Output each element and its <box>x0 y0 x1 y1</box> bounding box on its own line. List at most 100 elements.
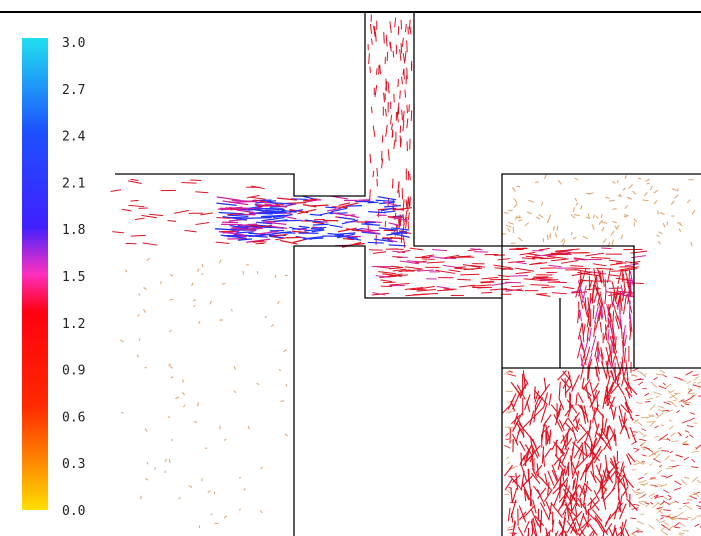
vector-glyph <box>679 379 687 383</box>
vector-glyph <box>599 293 604 308</box>
vector-glyph <box>222 200 249 206</box>
vector-glyph <box>603 469 613 483</box>
vector-glyph <box>580 355 585 366</box>
vector-glyph <box>584 337 589 353</box>
vector-glyph <box>573 214 580 217</box>
vector-glyph <box>600 214 603 219</box>
vector-glyph <box>406 118 409 129</box>
vector-glyph <box>551 519 555 533</box>
vector-glyph <box>626 378 633 394</box>
vector-glyph <box>561 447 570 464</box>
vector-glyph <box>612 302 619 320</box>
vector-glyph <box>582 387 592 397</box>
vector-glyph <box>534 390 540 403</box>
vector-glyph <box>521 257 536 260</box>
vector-glyph <box>637 370 643 374</box>
vector-glyph <box>460 273 480 276</box>
vector-glyph <box>511 186 516 192</box>
vector-glyph <box>378 271 396 275</box>
vector-glyph <box>693 491 700 498</box>
vector-glyph <box>481 291 493 294</box>
vector-glyph <box>220 234 247 239</box>
vector-glyph <box>598 521 609 536</box>
vector-glyph <box>675 454 684 458</box>
vector-glyph <box>400 43 403 54</box>
vector-glyph <box>636 401 643 405</box>
vector-glyph <box>629 271 634 286</box>
vector-glyph <box>594 366 600 382</box>
vector-glyph <box>387 216 404 218</box>
vector-glyph <box>398 220 401 229</box>
vector-glyph <box>508 370 513 374</box>
vector-glyph <box>689 495 698 500</box>
vector-glyph <box>667 494 672 498</box>
vector-glyph <box>143 308 146 313</box>
vector-glyph <box>398 230 411 235</box>
vector-glyph <box>569 495 573 511</box>
vector-glyph <box>372 251 387 255</box>
vector-glyph <box>373 238 394 243</box>
vector-glyph <box>379 64 382 75</box>
vector-glyph <box>297 228 308 231</box>
vector-glyph <box>591 509 603 522</box>
vector-glyph <box>380 207 395 212</box>
vector-glyph <box>383 32 385 44</box>
vector-glyph <box>545 527 549 536</box>
vector-glyph <box>682 502 690 505</box>
vector-glyph <box>390 114 393 125</box>
vector-glyph <box>503 212 509 214</box>
vector-glyph <box>686 425 694 428</box>
vector-glyph <box>238 476 242 479</box>
vector-glyph <box>437 289 454 292</box>
vector-glyph <box>577 323 583 340</box>
vector-glyph <box>683 397 692 403</box>
vector-glyph <box>572 484 580 496</box>
vector-glyph <box>383 210 396 213</box>
vector-glyph <box>277 197 297 201</box>
vector-glyph <box>256 212 273 215</box>
vector-glyph <box>188 485 193 488</box>
vector-glyph <box>662 222 666 228</box>
vector-glyph <box>370 106 373 114</box>
vector-glyph <box>656 412 664 419</box>
vector-glyph <box>404 51 407 62</box>
vector-glyph <box>628 300 631 320</box>
vector-glyph <box>658 385 667 390</box>
vector-glyph <box>638 381 644 386</box>
vector-glyph <box>555 249 572 252</box>
vector-glyph <box>409 288 427 291</box>
vector-glyph <box>209 300 212 305</box>
vector-glyph <box>632 503 640 506</box>
vector-glyph <box>543 392 549 408</box>
vector-glyph <box>584 464 588 483</box>
vector-glyph <box>633 378 642 382</box>
vector-glyph <box>668 389 675 394</box>
vector-glyph <box>384 108 387 117</box>
vector-glyph <box>184 229 197 233</box>
vector-glyph <box>519 440 526 452</box>
vector-glyph <box>592 382 600 392</box>
vector-glyph <box>595 312 601 331</box>
vector-glyph <box>507 227 511 233</box>
vector-glyph <box>588 396 594 412</box>
vector-glyph <box>683 456 689 461</box>
vector-glyph <box>386 232 401 236</box>
vector-glyph <box>505 456 510 460</box>
vector-glyph <box>622 375 630 389</box>
vector-glyph <box>540 477 552 490</box>
vector-glyph <box>399 214 402 222</box>
vector-glyph <box>660 424 665 427</box>
vector-glyph <box>388 222 402 227</box>
vector-glyph <box>671 440 679 443</box>
vector-glyph <box>609 370 615 381</box>
vector-glyph <box>397 274 409 277</box>
vector-glyph <box>344 204 362 207</box>
vector-glyph <box>623 347 627 363</box>
vector-glyph <box>597 291 601 306</box>
vector-glyph <box>611 350 618 367</box>
vector-glyph <box>593 417 598 430</box>
vector-glyph <box>582 515 590 528</box>
vector-glyph <box>269 201 293 205</box>
vector-glyph <box>685 370 693 376</box>
vector-glyph <box>544 447 552 458</box>
